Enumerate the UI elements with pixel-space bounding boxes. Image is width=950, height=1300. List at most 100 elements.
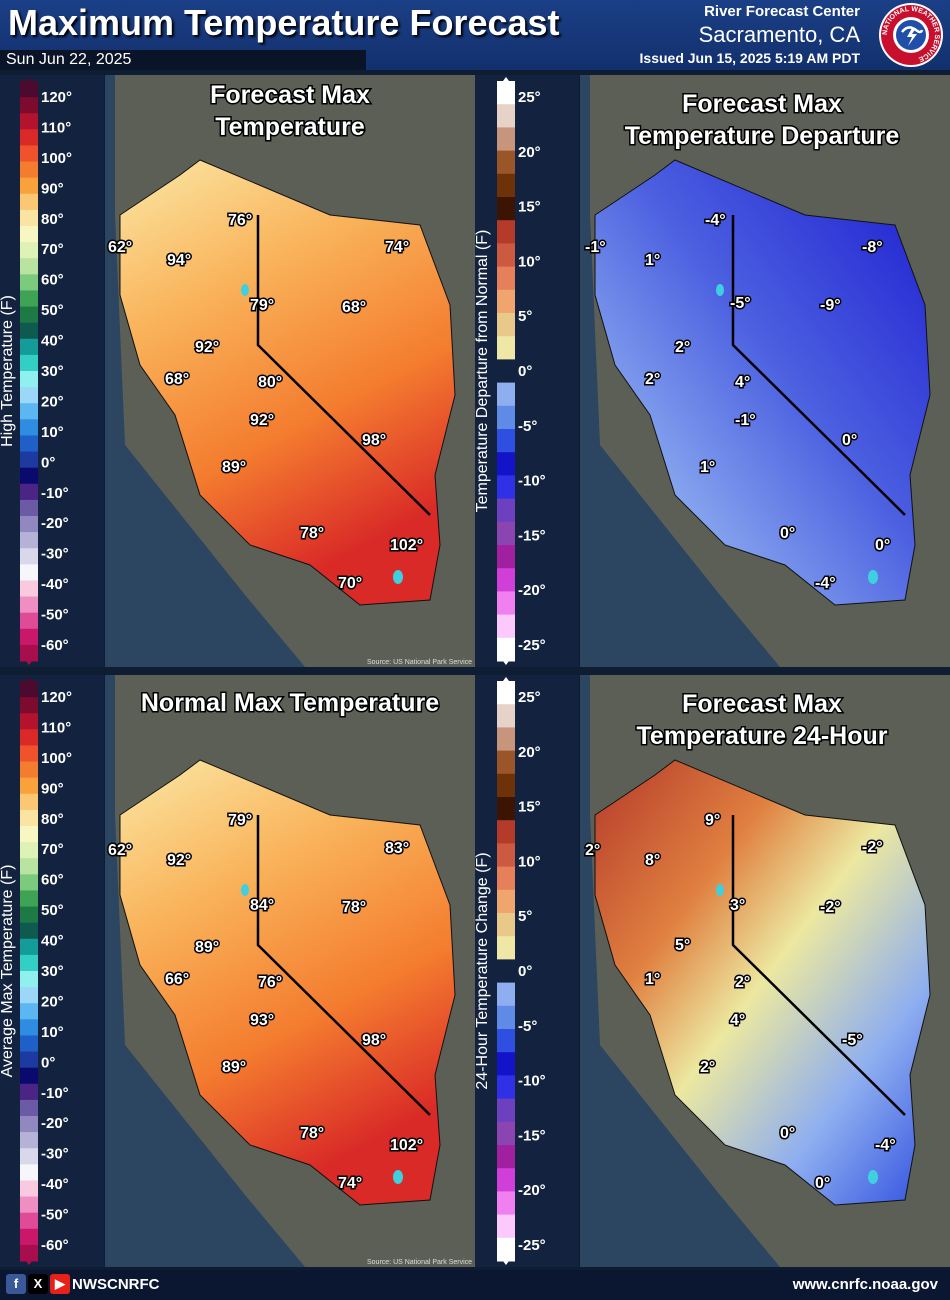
axis-label: Temperature Departure from Normal (F)	[475, 230, 491, 513]
lake	[241, 884, 249, 896]
legend-tick: 20°	[41, 393, 64, 410]
legend-swatch	[497, 405, 515, 430]
youtube-icon[interactable]: ▶	[50, 1274, 70, 1294]
legend-swatch	[497, 982, 515, 1007]
legend-swatch	[497, 1168, 515, 1192]
map-value-label: 79°	[228, 812, 252, 829]
legend-swatch	[20, 226, 38, 243]
legend-swatch	[20, 596, 38, 614]
legend-swatch	[20, 258, 38, 275]
map-value-label: 2°	[675, 339, 690, 356]
map-value-label: 94°	[167, 252, 191, 269]
panel-title-line1: Forecast Max	[210, 81, 370, 109]
legend-swatch	[497, 866, 515, 891]
legend-swatch	[20, 1003, 38, 1020]
legend-swatch	[20, 274, 38, 291]
legend-swatch	[497, 591, 515, 616]
social-handle[interactable]: NWSCNRFC	[72, 1276, 160, 1293]
legend-swatch	[20, 290, 38, 308]
legend-swatch	[497, 1145, 515, 1169]
legend-tick: 0°	[518, 363, 532, 380]
legend-tick: 30°	[41, 963, 64, 980]
legend-swatch	[497, 243, 515, 268]
legend-swatch	[20, 97, 38, 114]
source-note: Source: US National Park Service	[367, 1259, 472, 1266]
map-value-label: -1°	[735, 412, 756, 429]
map-value-label: 9°	[705, 812, 720, 829]
legend-tick: 10°	[41, 424, 64, 441]
legend-swatch	[20, 580, 38, 598]
map-value-label: 3°	[730, 897, 745, 914]
map-value-label: 93°	[250, 1012, 274, 1029]
legend-swatch	[497, 382, 515, 407]
legend-swatch	[20, 306, 38, 324]
legend-tick: 25°	[518, 89, 541, 106]
state-boundary	[256, 215, 431, 516]
legend-swatch	[497, 104, 515, 128]
map-value-label: 1°	[645, 971, 660, 988]
legend-swatch	[20, 161, 38, 179]
map-value-label: 68°	[342, 299, 366, 316]
legend-swatch	[20, 483, 38, 501]
forecast-date: Sun Jun 22, 2025	[0, 50, 366, 70]
panel-forecast-departure: Forecast Max Temperature Departure -1° -4° -…	[475, 75, 950, 670]
map-value-label: 62°	[108, 842, 132, 859]
axis-label: Average Max Temperature (F)	[0, 865, 16, 1078]
legend-tick: 90°	[41, 780, 64, 797]
legend-swatch	[20, 1180, 38, 1198]
legend-tick: -50°	[41, 607, 69, 624]
legend-tick: -20°	[41, 1115, 69, 1132]
lake	[393, 1170, 403, 1184]
legend-swatch	[497, 1075, 515, 1100]
legend-tick: -10°	[41, 485, 69, 502]
x-icon[interactable]: X	[28, 1274, 48, 1294]
legend-tick: 40°	[41, 333, 64, 350]
legend-swatch	[497, 475, 515, 500]
legend-swatch	[497, 889, 515, 914]
legend-swatch	[20, 1019, 38, 1036]
legend-tick: -10°	[518, 1073, 546, 1090]
map-value-label: 92°	[167, 852, 191, 869]
map-value-label: 98°	[362, 432, 386, 449]
panel-normal-max: Normal Max Temperature 62° 79° 92° 83° 84° 78°…	[0, 675, 580, 1270]
legend-swatch	[20, 1099, 38, 1117]
legend-swatch	[20, 628, 38, 646]
legend-tick: -60°	[41, 637, 69, 654]
temperature-legend: 120° 110° 100° 90° 80° 70° 60° 50° 40° 30° 20° 10° 0…	[0, 75, 104, 667]
map-value-label: -5°	[842, 1032, 863, 1049]
legend-swatch	[20, 516, 38, 533]
map-value-label: 1°	[645, 252, 660, 269]
legend-swatch	[20, 338, 38, 356]
legend-tick: 70°	[41, 241, 64, 258]
legend-swatch	[497, 843, 515, 868]
lake	[716, 284, 724, 296]
legend-swatch	[20, 1083, 38, 1101]
legend-tick: 60°	[41, 872, 64, 889]
office-line-2: Sacramento, CA	[698, 22, 860, 47]
legend-swatch	[20, 419, 38, 436]
map-value-label: 2°	[735, 974, 750, 991]
legend-swatch	[20, 842, 38, 859]
legend-tick: 15°	[518, 199, 541, 216]
legend-tick: -20°	[518, 1182, 546, 1199]
legend-swatch	[20, 971, 38, 988]
legend-tick: 90°	[41, 180, 64, 197]
legend-swatch	[497, 429, 515, 453]
map-value-label: 78°	[342, 899, 366, 916]
footer-bar: f X ▶ NWSCNRFC www.cnrfc.noaa.gov	[0, 1270, 950, 1300]
map-value-label: 102°	[390, 537, 423, 554]
legend-tick: 120°	[41, 689, 72, 706]
legend-tick: 50°	[41, 302, 64, 319]
map-value-label: 4°	[730, 1012, 745, 1029]
legend-swatch	[20, 906, 38, 924]
map-value-label: 79°	[250, 297, 274, 314]
map-value-label: -4°	[875, 1137, 896, 1154]
legend-swatch	[497, 173, 515, 198]
legend-tick: 70°	[41, 841, 64, 858]
website-link[interactable]: www.cnrfc.noaa.gov	[792, 1276, 938, 1293]
nws-logo-icon[interactable]: NATIONAL WEATHER SERVICE	[878, 2, 944, 68]
facebook-icon[interactable]: f	[6, 1274, 26, 1294]
panel-title-line1: Forecast Max	[682, 690, 842, 718]
lake	[393, 570, 403, 584]
map-value-label: 83°	[385, 840, 409, 857]
